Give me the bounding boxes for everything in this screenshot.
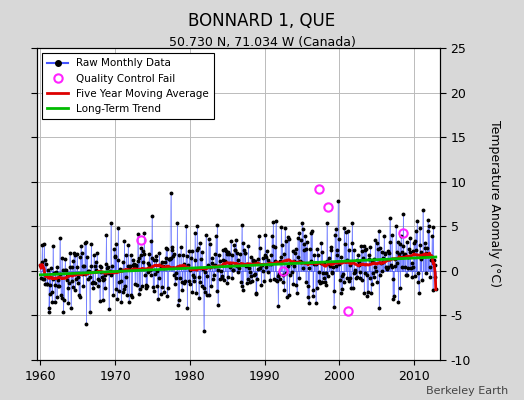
Text: Berkeley Earth: Berkeley Earth xyxy=(426,386,508,396)
Text: 50.730 N, 71.034 W (Canada): 50.730 N, 71.034 W (Canada) xyxy=(169,36,355,49)
Y-axis label: Temperature Anomaly (°C): Temperature Anomaly (°C) xyxy=(488,120,500,288)
Legend: Raw Monthly Data, Quality Control Fail, Five Year Moving Average, Long-Term Tren: Raw Monthly Data, Quality Control Fail, … xyxy=(42,53,214,119)
Text: BONNARD 1, QUE: BONNARD 1, QUE xyxy=(189,12,335,30)
